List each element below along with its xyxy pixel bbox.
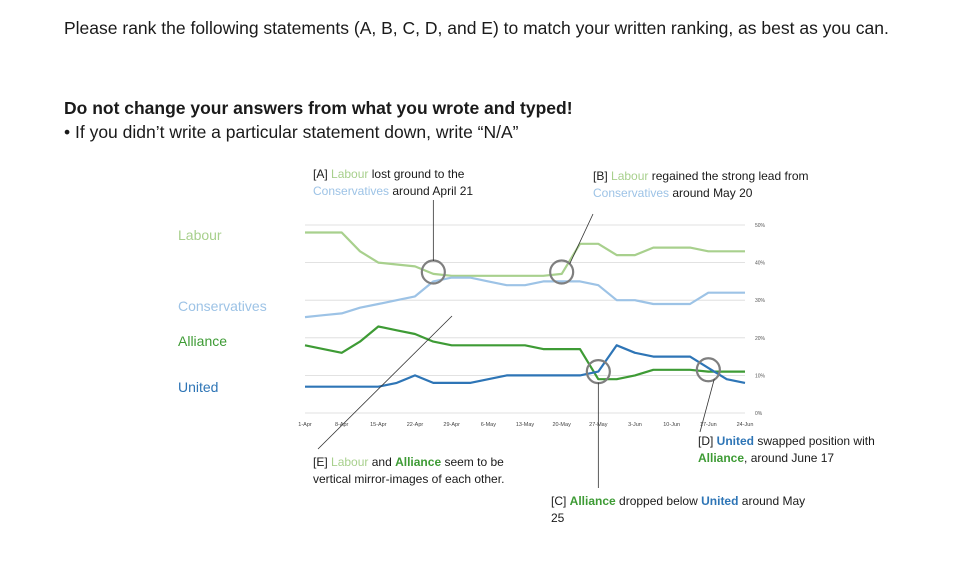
series-label-conservatives: Conservatives	[178, 298, 267, 314]
x-tick-label: 15-Apr	[370, 422, 387, 428]
series-line-conservatives	[304, 276, 745, 319]
series-line-alliance	[304, 325, 745, 381]
series-label-united: United	[178, 379, 219, 395]
instruction-text: Please rank the following statements (A,…	[64, 18, 889, 38]
warning-text: Do not change your answers from what you…	[64, 98, 573, 118]
y-tick-label: 50%	[755, 223, 766, 229]
leader-line-b	[569, 213, 594, 265]
series-label-alliance: Alliance	[178, 333, 228, 349]
callout-circle-a	[420, 259, 446, 285]
x-tick-label: 22-Apr	[407, 422, 424, 428]
annotation-d: [D] United swapped position with Allianc…	[698, 434, 875, 465]
callout-circle-d	[695, 357, 721, 383]
x-tick-label: 20-May	[552, 422, 571, 428]
annotation-e: [E] Labour and Alliance seem to be verti…	[313, 455, 505, 486]
y-tick-label: 20%	[755, 336, 766, 342]
x-tick-label: 10-Jun	[663, 422, 680, 428]
x-tick-label: 17-Jun	[700, 422, 717, 428]
na-instruction-text: • If you didn’t write a particular state…	[64, 122, 519, 142]
x-tick-label: 1-Apr	[298, 422, 312, 428]
y-tick-label: 10%	[755, 373, 766, 379]
x-tick-label: 29-Apr	[443, 422, 460, 428]
annotation-c: [C] Alliance dropped below United around…	[551, 494, 806, 525]
callout-circle-b	[549, 259, 575, 285]
x-tick-label: 13-May	[516, 422, 535, 428]
series-label-labour: Labour	[178, 227, 222, 243]
x-tick-label: 6-May	[481, 422, 497, 428]
x-tick-label: 3-Jun	[628, 422, 642, 428]
series-line-united	[305, 344, 746, 388]
series-line-labour	[305, 231, 745, 277]
leader-line-d	[699, 378, 715, 433]
annotation-b: [B] Labour regained the strong lead from…	[593, 169, 809, 200]
y-tick-label: 0%	[755, 411, 763, 417]
annotation-a: [A] Labour lost ground to the Conservati…	[313, 167, 474, 198]
y-tick-label: 30%	[755, 298, 766, 304]
leader-line-e	[317, 315, 453, 450]
x-tick-label: 24-Jun	[737, 422, 754, 428]
y-tick-label: 40%	[755, 261, 766, 267]
